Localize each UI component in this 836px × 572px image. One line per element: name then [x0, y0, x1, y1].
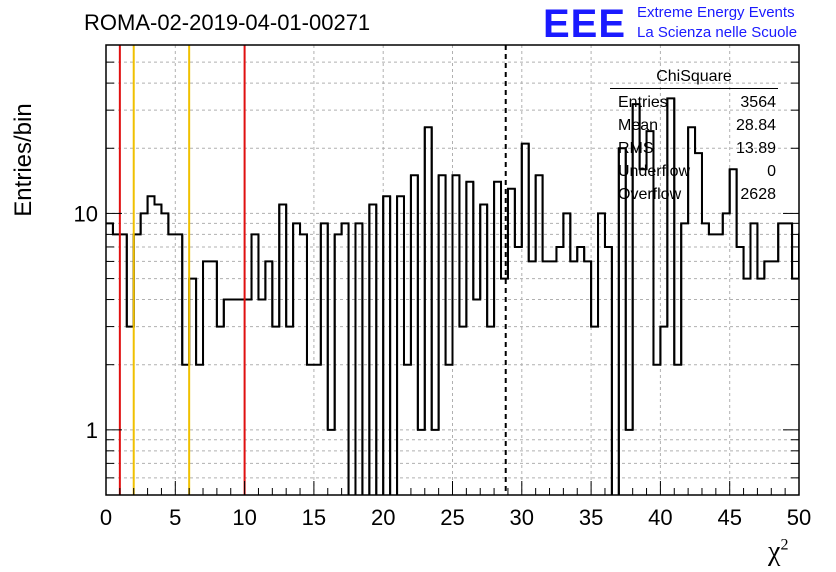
y-axis-label: Entries/bin — [10, 103, 37, 217]
stats-value: 2628 — [740, 186, 776, 203]
stats-row: Underflow 0 — [610, 160, 778, 183]
chart-title: ROMA-02-2019-04-01-00271 — [84, 10, 371, 35]
axes: 0 5 10 15 20 25 30 35 40 45 50 1 10 — [74, 44, 811, 530]
stats-row: Entries 3564 — [610, 91, 778, 114]
stats-label: Entries — [618, 94, 668, 111]
stats-label: Underflow — [618, 163, 691, 180]
stats-row: RMS 13.89 — [610, 137, 778, 160]
stats-value: 0 — [767, 163, 776, 180]
logo-line-2: La Scienza nelle Scuole — [637, 24, 798, 41]
x-tick-label: 5 — [169, 505, 181, 530]
histogram-bars — [106, 97, 799, 495]
reference-lines — [118, 45, 507, 495]
stats-title: ChiSquare — [610, 68, 778, 89]
stats-label: Mean — [618, 117, 659, 134]
x-axis-label: χ2 — [768, 536, 789, 567]
stats-value: 13.89 — [735, 140, 776, 157]
eee-logo: EEE — [543, 2, 627, 46]
x-tick-label: 10 — [232, 505, 256, 530]
y-axis-label-box: Entries/bin — [4, 103, 44, 216]
x-tick-label: 30 — [510, 505, 534, 530]
stats-label: RMS — [618, 140, 654, 157]
histogram-outline — [106, 97, 799, 495]
stats-box: ChiSquare Entries 3564 Mean 28.84 RMS 13.89… — [610, 68, 778, 206]
x-tick-label: 15 — [302, 505, 326, 530]
stats-value: 28.84 — [735, 117, 776, 134]
stats-row: Mean 28.84 — [610, 114, 778, 137]
x-tick-label: 20 — [371, 505, 395, 530]
x-tick-label: 45 — [717, 505, 741, 530]
x-tick-label: 0 — [100, 505, 112, 530]
x-tick-label: 40 — [648, 505, 672, 530]
x-tick-label: 50 — [787, 505, 811, 530]
y-tick-label: 10 — [74, 201, 98, 226]
x-tick-label: 25 — [440, 505, 464, 530]
logo-line-1: Extreme Energy Events — [637, 4, 795, 21]
x-tick-label: 35 — [579, 505, 603, 530]
stats-row: Overflow 2628 — [610, 183, 778, 206]
stats-value: 3564 — [740, 94, 776, 111]
y-tick-label: 1 — [86, 418, 98, 443]
stats-label: Overflow — [618, 186, 682, 203]
